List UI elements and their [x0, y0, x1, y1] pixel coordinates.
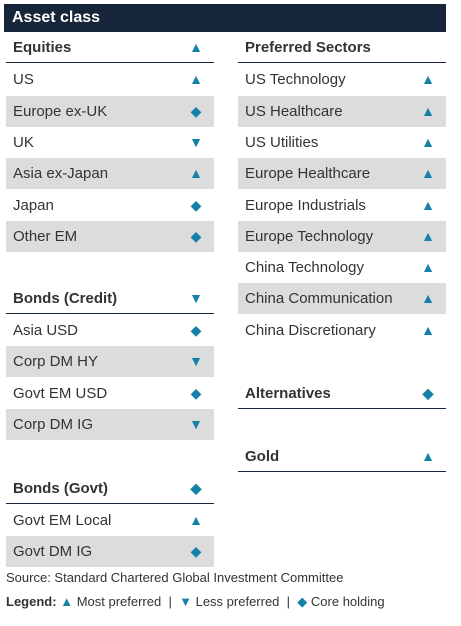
- asset-class-header: Asset class: [4, 4, 446, 32]
- section-preferred-sectors: Preferred Sectors: [238, 32, 446, 63]
- diamond-icon: ◆: [297, 594, 308, 609]
- list-item: Corp DM HY ▼: [6, 346, 214, 377]
- triangle-down-icon: ▼: [189, 290, 203, 306]
- list-item: Europe Industrials ▲: [238, 190, 446, 221]
- section-label: Bonds (Govt): [13, 480, 108, 497]
- list-item: Europe Healthcare ▲: [238, 158, 446, 189]
- section-label: Preferred Sectors: [245, 39, 371, 56]
- triangle-down-icon: ▼: [189, 353, 203, 369]
- triangle-up-icon: ▲: [60, 594, 74, 609]
- list-item: China Communication ▲: [238, 283, 446, 314]
- triangle-down-icon: ▼: [189, 416, 203, 432]
- list-item: Govt EM USD ◆: [6, 378, 214, 409]
- section-label: Gold: [245, 448, 280, 465]
- legend-label: Legend:: [6, 594, 57, 609]
- section-alternatives: Alternatives ◆: [238, 378, 446, 409]
- triangle-up-icon: ▲: [421, 134, 435, 150]
- legend-core-holding: Core holding: [310, 594, 385, 609]
- list-item: Govt DM IG ◆: [6, 536, 214, 567]
- item-label: Europe Industrials: [245, 197, 366, 214]
- list-item: Asia USD ◆: [6, 315, 214, 346]
- item-label: US Healthcare: [245, 103, 343, 120]
- triangle-up-icon: ▲: [189, 39, 203, 55]
- section-bonds-govt: Bonds (Govt) ◆: [6, 473, 214, 504]
- item-label: US: [13, 71, 34, 88]
- item-label: US Utilities: [245, 134, 319, 151]
- item-label: UK: [13, 134, 34, 151]
- diamond-icon: ◆: [190, 228, 202, 244]
- triangle-down-icon: ▼: [179, 594, 192, 609]
- item-label: Japan: [13, 197, 54, 214]
- diamond-icon: ◆: [190, 385, 202, 401]
- list-item: China Technology ▲: [238, 252, 446, 283]
- triangle-up-icon: ▲: [189, 512, 203, 528]
- legend-most-preferred: Most preferred: [76, 594, 162, 609]
- legend-separator: |: [286, 594, 291, 609]
- triangle-up-icon: ▲: [421, 322, 435, 338]
- item-label: Other EM: [13, 228, 78, 245]
- item-label: Corp DM HY: [13, 353, 99, 370]
- item-label: China Technology: [245, 259, 364, 276]
- list-item: US Utilities ▲: [238, 127, 446, 158]
- item-label: Govt EM Local: [13, 512, 112, 529]
- source-note: Source: Standard Chartered Global Invest…: [6, 570, 344, 585]
- item-label: US Technology: [245, 71, 346, 88]
- list-item: UK ▼: [6, 127, 214, 158]
- item-label: Govt DM IG: [13, 543, 93, 560]
- diamond-icon: ◆: [190, 480, 202, 496]
- legend: Legend: ▲ Most preferred | ▼ Less prefer…: [6, 594, 385, 610]
- legend-less-preferred: Less preferred: [195, 594, 280, 609]
- list-item: US Technology ▲: [238, 64, 446, 95]
- item-label: China Communication: [245, 290, 393, 307]
- list-item: Other EM ◆: [6, 221, 214, 252]
- section-label: Equities: [13, 39, 72, 56]
- list-item: Asia ex-Japan ▲: [6, 158, 214, 189]
- triangle-up-icon: ▲: [421, 448, 435, 464]
- triangle-down-icon: ▼: [189, 134, 203, 150]
- triangle-up-icon: ▲: [421, 259, 435, 275]
- list-item: Govt EM Local ▲: [6, 505, 214, 536]
- section-equities: Equities ▲: [6, 32, 214, 63]
- diamond-icon: ◆: [190, 322, 202, 338]
- diamond-icon: ◆: [190, 197, 202, 213]
- diamond-icon: ◆: [422, 385, 434, 401]
- triangle-up-icon: ▲: [421, 103, 435, 119]
- triangle-up-icon: ▲: [421, 197, 435, 213]
- item-label: Europe Technology: [245, 228, 374, 245]
- diamond-icon: ◆: [190, 103, 202, 119]
- triangle-up-icon: ▲: [421, 71, 435, 87]
- list-item: Corp DM IG ▼: [6, 409, 214, 440]
- list-item: Europe ex-UK ◆: [6, 96, 214, 127]
- item-label: Europe Healthcare: [245, 165, 371, 182]
- item-label: Europe ex-UK: [13, 103, 108, 120]
- legend-separator: |: [168, 594, 172, 609]
- triangle-up-icon: ▲: [421, 290, 435, 306]
- section-label: Bonds (Credit): [13, 290, 118, 307]
- list-item: Europe Technology ▲: [238, 221, 446, 252]
- triangle-up-icon: ▲: [189, 165, 203, 181]
- section-label: Alternatives: [245, 385, 331, 402]
- triangle-up-icon: ▲: [421, 228, 435, 244]
- list-item: US Healthcare ▲: [238, 96, 446, 127]
- diamond-icon: ◆: [190, 543, 202, 559]
- section-gold: Gold ▲: [238, 441, 446, 472]
- list-item: Japan ◆: [6, 190, 214, 221]
- list-item: US ▲: [6, 64, 214, 95]
- item-label: Asia USD: [13, 322, 79, 339]
- list-item: China Discretionary ▲: [238, 315, 446, 346]
- triangle-up-icon: ▲: [421, 165, 435, 181]
- triangle-up-icon: ▲: [189, 71, 203, 87]
- item-label: Corp DM IG: [13, 416, 94, 433]
- item-label: China Discretionary: [245, 322, 376, 339]
- item-label: Govt EM USD: [13, 385, 108, 402]
- item-label: Asia ex-Japan: [13, 165, 109, 182]
- section-bonds-credit: Bonds (Credit) ▼: [6, 283, 214, 314]
